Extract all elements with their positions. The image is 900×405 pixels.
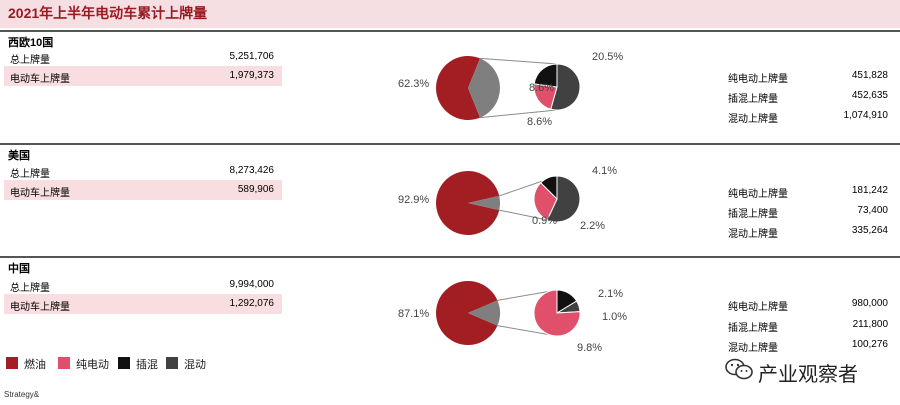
phev-label: 插混上牌量 — [728, 323, 778, 334]
total-label: 总上牌量 — [10, 283, 50, 294]
ev-value: 1,979,373 — [229, 70, 275, 81]
hybrid-label: 混动上牌量 — [728, 229, 778, 240]
region-section-china: 中国 总上牌量 9,994,000 电动车上牌量 1,292,076 87.1%… — [0, 256, 900, 371]
sub-pie-label-hybrid: 20.5% — [592, 51, 623, 63]
phev-row: 插混上牌量 73,400 — [728, 203, 888, 220]
region-section-usa: 美国 总上牌量 8,273,426 电动车上牌量 589,906 92.9% 4.… — [0, 143, 900, 258]
ev-label: 电动车上牌量 — [10, 188, 70, 199]
phev-row: 插混上牌量 211,800 — [728, 317, 888, 334]
legend-label: 纯电动 — [76, 359, 109, 371]
total-label: 总上牌量 — [10, 169, 50, 180]
main-pie-slice-ev — [468, 300, 501, 326]
sub-pie-slice-bev — [533, 289, 581, 337]
watermark-text: 产业观察者 — [758, 364, 858, 386]
region-name: 西欧10国 — [8, 37, 54, 49]
connector-line-top — [480, 57, 558, 65]
main-pie-slice-fuel — [435, 56, 481, 120]
bev-row: 纯电动上牌量 181,242 — [728, 183, 888, 200]
total-registrations-row: 总上牌量 9,994,000 — [4, 275, 282, 295]
sub-pie-label-phev: 0.9% — [532, 215, 557, 227]
wechat-icon — [725, 358, 753, 380]
main-pie-slice-ev — [468, 58, 500, 118]
bev-label: 纯电动上牌量 — [728, 74, 788, 85]
hybrid-value: 335,264 — [851, 225, 888, 236]
hybrid-label: 混动上牌量 — [728, 343, 778, 354]
section-divider — [0, 256, 900, 258]
sub-pie-label-hybrid: 1.0% — [602, 311, 627, 323]
total-value: 9,994,000 — [229, 279, 275, 290]
hybrid-value: 100,276 — [851, 339, 888, 350]
bev-row: 纯电动上牌量 980,000 — [728, 296, 888, 313]
total-registrations-row: 总上牌量 8,273,426 — [4, 161, 282, 181]
ev-registrations-row: 电动车上牌量 589,906 — [4, 180, 282, 200]
ev-registrations-row: 电动车上牌量 1,292,076 — [4, 294, 282, 314]
bev-label: 纯电动上牌量 — [728, 189, 788, 200]
sub-pie-slice-bev — [533, 83, 558, 110]
phev-label: 插混上牌量 — [728, 94, 778, 105]
main-pie-slice-fuel — [436, 171, 500, 235]
legend-label: 燃油 — [24, 359, 46, 371]
sub-pie-label-hybrid: 4.1% — [592, 165, 617, 177]
legend-swatch — [166, 357, 178, 369]
main-pie-label: 92.9% — [398, 194, 429, 206]
region-name: 中国 — [8, 263, 30, 275]
total-value: 5,251,706 — [229, 51, 275, 62]
phev-value: 211,800 — [852, 319, 888, 330]
source-footer: Strategy& — [4, 390, 40, 399]
sub-pie-slice-hybrid — [546, 175, 581, 223]
hybrid-row: 混动上牌量 1,074,910 — [728, 108, 889, 125]
legend-label: 混动 — [184, 359, 206, 371]
bev-value: 181,242 — [851, 185, 888, 196]
sub-pie-slice-bev — [533, 182, 558, 221]
ev-value: 1,292,076 — [229, 298, 275, 309]
phev-row: 插混上牌量 452,635 — [728, 88, 888, 105]
hybrid-value: 1,074,910 — [843, 110, 889, 121]
phev-value: 452,635 — [851, 90, 888, 101]
hybrid-label: 混动上牌量 — [728, 114, 778, 125]
bev-row: 纯电动上牌量 451,828 — [728, 68, 888, 85]
sub-pie-slice-hybrid — [550, 63, 581, 111]
ev-value: 589,906 — [237, 184, 274, 195]
total-value: 8,273,426 — [229, 165, 275, 176]
bev-value: 980,000 — [851, 298, 888, 309]
main-pie-label: 87.1% — [398, 308, 429, 320]
section-divider — [0, 143, 900, 145]
total-registrations-row: 总上牌量 5,251,706 — [4, 47, 282, 67]
title-bar: 2021年上半年电动车累计上牌量 — [0, 0, 900, 28]
pie-of-pie-chart: 62.3% 20.5% 8.6% 8.6% — [398, 51, 623, 128]
hybrid-row: 混动上牌量 100,276 — [728, 337, 888, 354]
phev-label: 插混上牌量 — [728, 209, 778, 220]
section-divider — [0, 30, 900, 32]
phev-value: 73,400 — [857, 205, 888, 216]
legend-label: 插混 — [136, 359, 158, 371]
region-section-west-europe: 西欧10国 总上牌量 5,251,706 电动车上牌量 1,979,373 62… — [0, 30, 900, 145]
page-title: 2021年上半年电动车累计上牌量 — [8, 5, 208, 21]
pie-of-pie-chart: 87.1% 2.1% 1.0% 9.8% — [398, 281, 627, 354]
ev-label: 电动车上牌量 — [10, 74, 70, 85]
pie-of-pie-chart: 92.9% 4.1% 2.2% 0.9% — [398, 165, 617, 235]
main-pie-label: 62.3% — [398, 78, 429, 90]
main-pie-slice-ev — [468, 195, 501, 211]
sub-pie-label-phev: 8.6% — [527, 116, 552, 128]
sub-pie-label-bev: 8.6% — [529, 82, 554, 94]
total-label: 总上牌量 — [10, 55, 50, 66]
sub-pie-label-bev: 9.8% — [577, 342, 602, 354]
hybrid-row: 混动上牌量 335,264 — [728, 223, 888, 240]
connector-line-bottom — [480, 109, 558, 119]
legend-swatch — [58, 357, 70, 369]
bev-value: 451,828 — [851, 70, 888, 81]
sub-pie-slice-phev — [540, 175, 558, 201]
legend-swatch — [6, 357, 18, 369]
region-name: 美国 — [8, 150, 30, 162]
sub-pie-slice-phev — [533, 63, 558, 88]
sub-pie-label-phev: 2.1% — [598, 288, 623, 300]
main-pie-slice-fuel — [436, 281, 498, 345]
legend-swatch — [118, 357, 130, 369]
sub-pie-label-bev: 2.2% — [580, 220, 605, 232]
ev-label: 电动车上牌量 — [10, 302, 70, 313]
ev-registrations-row: 电动车上牌量 1,979,373 — [4, 66, 282, 86]
bev-label: 纯电动上牌量 — [728, 302, 788, 313]
